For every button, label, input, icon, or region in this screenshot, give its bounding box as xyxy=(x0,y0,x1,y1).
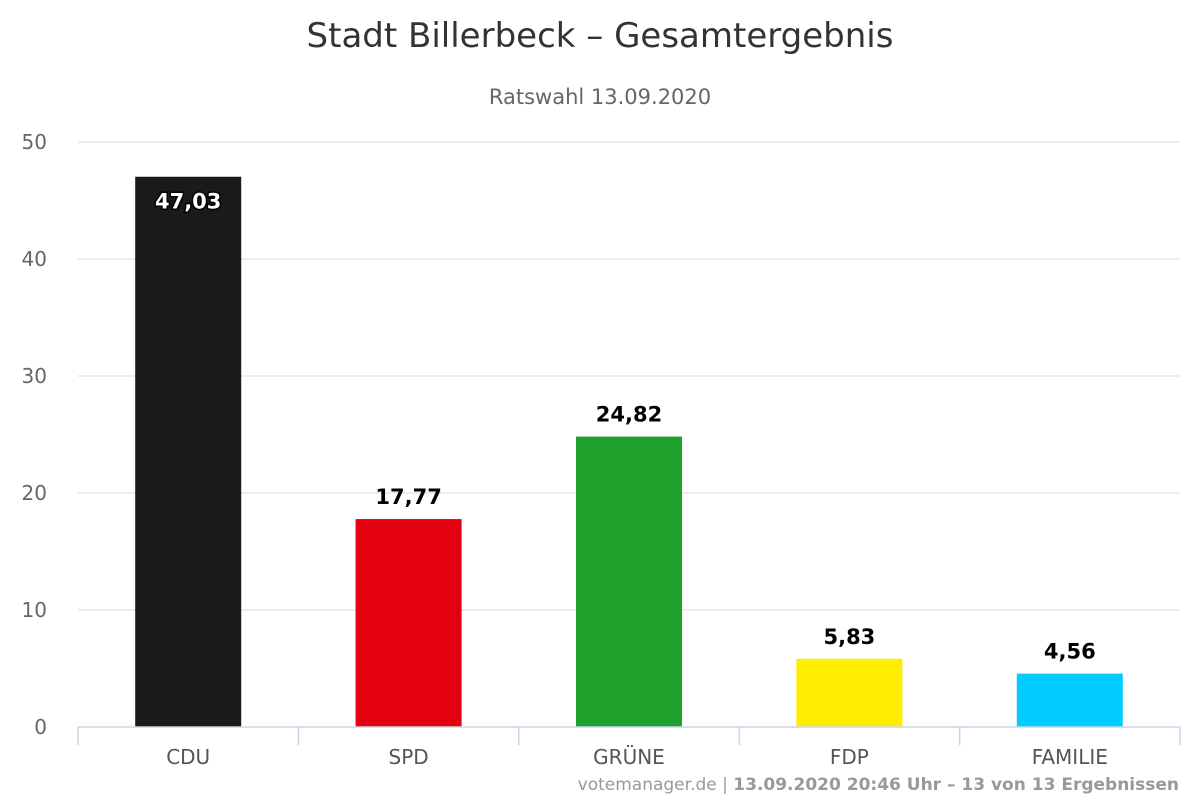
data-label: 17,77 xyxy=(375,485,441,509)
bar-cdu[interactable] xyxy=(135,176,242,727)
y-tick-label: 10 xyxy=(22,598,47,622)
y-axis: 0 10 20 30 40 50 xyxy=(22,130,47,739)
bars[interactable] xyxy=(135,176,1123,727)
y-tick-label: 0 xyxy=(34,715,47,739)
x-tick-label: GRÜNE xyxy=(593,745,665,769)
bar-spd[interactable] xyxy=(355,519,462,727)
bar-familie[interactable] xyxy=(1016,673,1123,727)
credits[interactable]: votemanager.de | 13.09.2020 20:46 Uhr – … xyxy=(578,775,1179,795)
y-tick-label: 40 xyxy=(22,247,47,271)
chart-title: Stadt Billerbeck – Gesamtergebnis xyxy=(307,16,894,56)
x-tick-label: FDP xyxy=(830,745,869,769)
data-label: 47,03 xyxy=(155,190,221,214)
bar-fdp[interactable] xyxy=(796,658,903,727)
data-label: 5,83 xyxy=(823,625,875,649)
y-tick-label: 30 xyxy=(22,364,47,388)
y-tick-label: 20 xyxy=(22,481,47,505)
x-tick-label: FAMILIE xyxy=(1032,745,1108,769)
data-label: 24,82 xyxy=(596,403,662,427)
y-tick-label: 50 xyxy=(22,130,47,154)
x-tick-label: SPD xyxy=(389,745,429,769)
bar-grüne[interactable] xyxy=(576,436,682,727)
data-labels: 47,03 17,77 24,82 5,83 4,56 xyxy=(153,188,1096,664)
data-label: 4,56 xyxy=(1044,640,1096,664)
chart-subtitle: Ratswahl 13.09.2020 xyxy=(489,85,711,109)
credits-source[interactable]: votemanager.de xyxy=(578,775,717,795)
x-tick-label: CDU xyxy=(166,745,210,769)
grid-lines xyxy=(78,141,1180,611)
credits-separator: | xyxy=(717,775,734,795)
credits-status: 13.09.2020 20:46 Uhr – 13 von 13 Ergebni… xyxy=(733,775,1179,795)
x-axis: CDU SPD GRÜNE FDP FAMILIE xyxy=(77,726,1181,769)
